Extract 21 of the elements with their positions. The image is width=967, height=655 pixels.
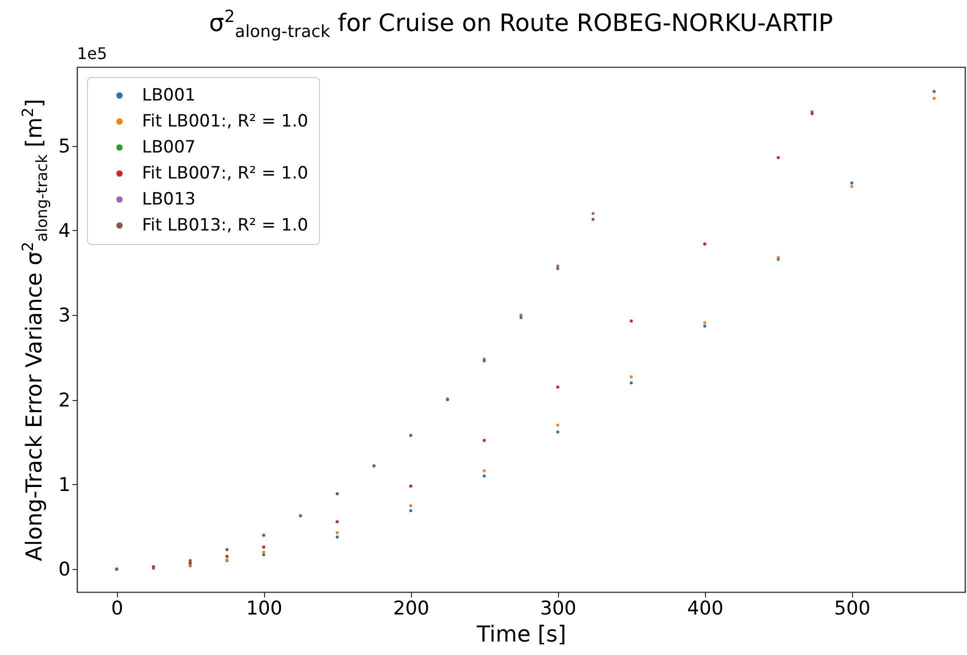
chart-title: σ$^{2}$$_{along-track}$ for Cruise on Route ROBEG-NORKU-ARTIP bbox=[208, 6, 834, 41]
y-tick-label: 5 bbox=[58, 135, 70, 158]
x-tick-label: 500 bbox=[834, 598, 870, 620]
x-tick-label: 0 bbox=[111, 598, 124, 620]
y-tick-label: 4 bbox=[58, 220, 70, 242]
y-tick-label: 3 bbox=[58, 304, 70, 327]
legend-label: Fit LB001:, R² = 1.0 bbox=[142, 112, 308, 132]
x-tick-label: 400 bbox=[687, 598, 724, 620]
x-tick-label: 100 bbox=[246, 598, 282, 620]
legend-label: LB007 bbox=[142, 138, 196, 158]
y-tick-label: 1 bbox=[58, 474, 70, 496]
legend-label: Fit LB013:, R² = 1.0 bbox=[142, 216, 308, 236]
text: 1e5 bbox=[77, 44, 108, 63]
legend-label: Fit LB007:, R² = 1.0 bbox=[142, 164, 308, 184]
x-axis-title: Time [s] bbox=[476, 622, 566, 648]
x-tick-label: 200 bbox=[393, 598, 430, 620]
x-tick-label: 300 bbox=[540, 598, 576, 620]
legend-label: LB001 bbox=[142, 86, 196, 106]
y-tick-label: 2 bbox=[58, 389, 70, 412]
y-tick-label: 0 bbox=[58, 558, 70, 581]
legend-label: LB013 bbox=[142, 190, 196, 210]
